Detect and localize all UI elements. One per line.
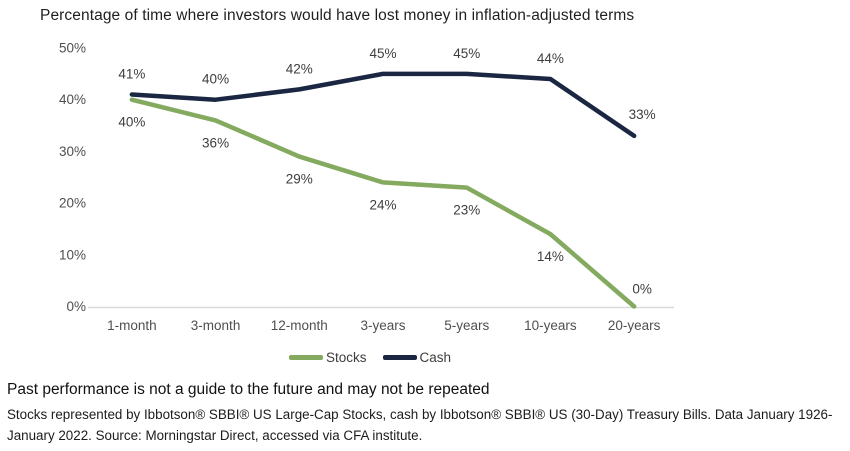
y-tick-label: 30% [59,144,86,159]
chart-title: Percentage of time where investors would… [40,7,635,24]
stocks-data-label: 23% [453,203,480,218]
cash-data-label: 41% [118,67,145,82]
y-tick-label: 10% [59,247,86,262]
stocks-data-label: 36% [202,135,229,150]
legend-item-cash: Cash [382,350,452,365]
stocks-data-label: 14% [537,249,564,264]
x-tick-label: 12-month [271,318,328,333]
cash-line-swatch [382,355,417,360]
disclaimer-text: Past performance is not a guide to the f… [7,381,490,398]
cash-line [129,71,637,139]
stocks-data-label: 0% [632,282,652,297]
cash-data-label: 45% [453,46,480,61]
footer: Past performance is not a guide to the f… [7,381,845,447]
line-chart-canvas: 0% 10% 20% 30% 40% 50% 1-month 3-month 12-month 3… [59,41,674,333]
legend-item-stocks: Stocks [288,350,367,365]
y-tick-label: 40% [59,92,86,107]
stocks-data-label: 40% [118,115,145,130]
y-tick-label: 0% [66,299,86,314]
stocks-data-label: 24% [369,197,396,212]
cash-data-label: 45% [369,46,396,61]
x-tick-label: 3-years [360,318,405,333]
chart-legend: Stocks Cash [70,350,670,365]
cash-data-label: 44% [537,51,564,66]
x-tick-label: 5-years [444,318,489,333]
cash-data-label: 42% [286,61,313,76]
x-tick-label: 10-years [524,318,577,333]
cash-data-label: 40% [202,72,229,87]
stocks-line [129,97,637,309]
source-text: Stocks represented by Ibbotson® SBBI® US… [7,407,833,443]
x-tick-label: 20-years [608,318,661,333]
stocks-data-label: 29% [286,172,313,187]
x-tick-label: 3-month [191,318,241,333]
stocks-line-swatch [288,355,323,360]
y-tick-label: 50% [59,41,86,56]
legend-label-stocks: Stocks [325,350,367,365]
legend-label-cash: Cash [419,350,452,365]
y-tick-label: 20% [59,196,86,211]
x-tick-label: 1-month [107,318,157,333]
cash-data-label: 33% [629,107,656,122]
